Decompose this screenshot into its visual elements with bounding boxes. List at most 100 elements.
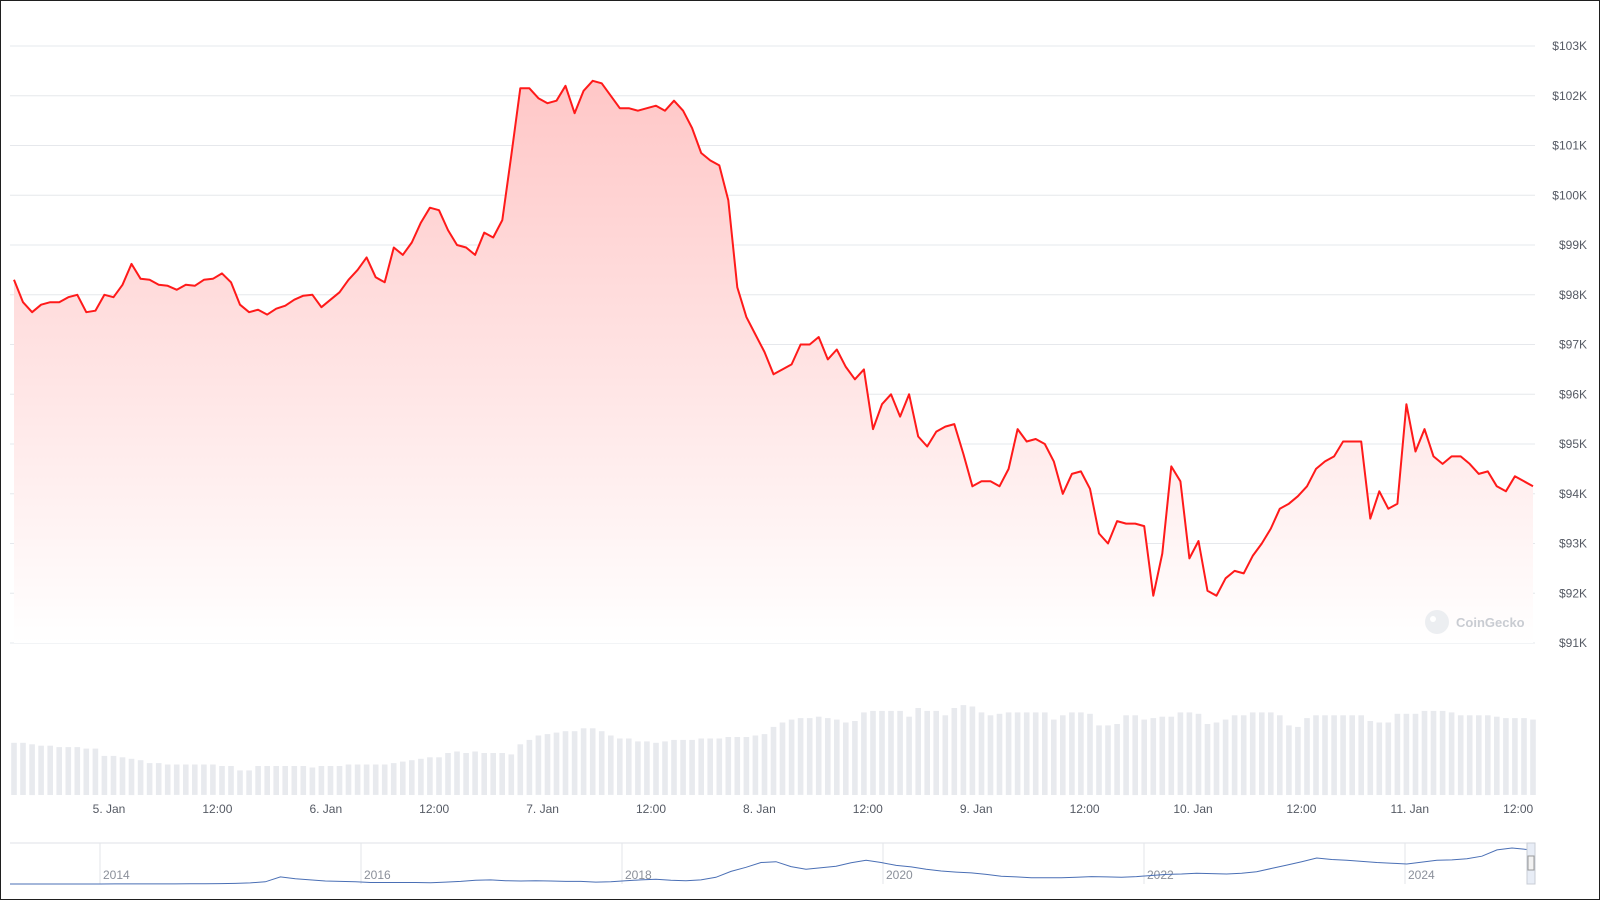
watermark-text: CoinGecko [1456, 615, 1525, 630]
navigator-series [10, 847, 1528, 885]
volume-bar [653, 742, 659, 795]
volume-bar [219, 766, 225, 795]
volume-bar [463, 753, 469, 795]
volume-bar [128, 758, 135, 796]
volume-bar [1240, 715, 1247, 796]
volume-bar [897, 710, 903, 795]
volume-bar [1430, 710, 1437, 795]
coingecko-logo-icon [1425, 610, 1449, 634]
price-area-fill [14, 80, 1533, 644]
volume-bar [906, 716, 912, 795]
x-tick-label: 12:00 [202, 802, 232, 816]
volume-bar [1213, 722, 1220, 795]
volume-bar [273, 766, 279, 795]
volume-bar [1051, 719, 1057, 795]
price-series[interactable] [13, 79, 1534, 597]
volume-bar [237, 770, 243, 795]
volume-bar [1448, 712, 1455, 795]
x-tick-label: 9. Jan [960, 802, 993, 816]
volume-bar [309, 767, 316, 796]
volume-bar [83, 748, 90, 795]
volume-bar [1069, 712, 1075, 795]
volume-bar [345, 764, 352, 795]
volume-bar [1105, 725, 1111, 795]
x-tick-label: 12:00 [1503, 802, 1533, 816]
volume-bar [481, 753, 487, 795]
volume-bar [1096, 725, 1102, 795]
y-tick-label: $97K [1559, 338, 1587, 352]
navigator-year-label: 2018 [625, 868, 652, 882]
volume-bar [508, 754, 515, 795]
volume-bar [1114, 724, 1120, 795]
y-tick-label: $96K [1559, 387, 1587, 401]
volume-bar [1466, 715, 1473, 796]
y-tick-label: $100K [1552, 188, 1587, 202]
volume-bar [662, 741, 668, 795]
volume-bar [1005, 712, 1012, 795]
volume-bar [1313, 715, 1319, 796]
volume-bar [617, 738, 623, 795]
volume-bar [1494, 716, 1500, 795]
volume-bar [228, 766, 234, 795]
volume-bar [1204, 724, 1211, 795]
volume-bar [318, 766, 325, 795]
volume-bar [598, 731, 605, 795]
volume-bar [1295, 726, 1301, 795]
volume-bar [960, 705, 967, 795]
volume-bar [418, 758, 424, 796]
navigator-handle[interactable] [1527, 855, 1535, 871]
volume-bar [1195, 713, 1202, 795]
volume-bar [1023, 712, 1030, 795]
price-area [14, 80, 1533, 644]
volume-bar [852, 721, 858, 795]
volume-bar [390, 763, 397, 795]
volume-bar [499, 753, 505, 795]
navigator-year-label: 2016 [364, 868, 391, 882]
volume-bar [110, 755, 117, 795]
volume-bar [626, 738, 632, 795]
volume-bar [1132, 715, 1138, 796]
volume-bar [409, 760, 415, 795]
volume-bar [1349, 715, 1355, 796]
volume-bar [38, 745, 44, 795]
volume-bar [1087, 713, 1093, 795]
volume-bar [1150, 718, 1157, 795]
volume-bar [698, 738, 704, 795]
volume-bar [183, 764, 189, 795]
volume-bar [1078, 712, 1084, 795]
volume-bar [1521, 718, 1527, 795]
x-tick-label: 8. Jan [743, 802, 776, 816]
navigator[interactable]: 2014 2016 2018 2020 2022 2024 [10, 842, 1536, 885]
y-axis: $91K $92K $93K $94K $95K $96K $97K $98K $99K $100… [1552, 39, 1587, 650]
volume-bar [1385, 722, 1392, 795]
volume-bar [454, 751, 460, 795]
price-line[interactable] [13, 79, 1534, 597]
volume-bar [689, 739, 695, 795]
volume-bar [1231, 715, 1238, 796]
volume-bar [56, 747, 62, 795]
volume-bar [490, 753, 496, 795]
volume-bar [101, 755, 108, 795]
volume-bar [743, 737, 750, 795]
volume-bar [1530, 719, 1536, 795]
volume-bar [1439, 710, 1446, 795]
volume-bar [1286, 725, 1292, 795]
volume-bars [11, 705, 1536, 796]
y-tick-label: $93K [1559, 537, 1587, 551]
volume-bar [427, 757, 433, 795]
volume-bar [608, 735, 614, 795]
x-tick-label: 7. Jan [526, 802, 559, 816]
volume-bar [164, 764, 171, 795]
volume-bar [834, 719, 840, 795]
volume-bar [1268, 712, 1274, 795]
volume-bar [1177, 712, 1184, 795]
y-tick-label: $92K [1559, 586, 1587, 600]
y-tick-label: $94K [1559, 487, 1587, 501]
volume-bar [372, 764, 379, 795]
volume-bar [246, 770, 252, 795]
volume-bar [1222, 719, 1229, 795]
volume-bar [815, 716, 822, 795]
x-tick-label: 12:00 [419, 802, 449, 816]
volume-bar [933, 710, 939, 795]
volume-bar [924, 710, 930, 795]
